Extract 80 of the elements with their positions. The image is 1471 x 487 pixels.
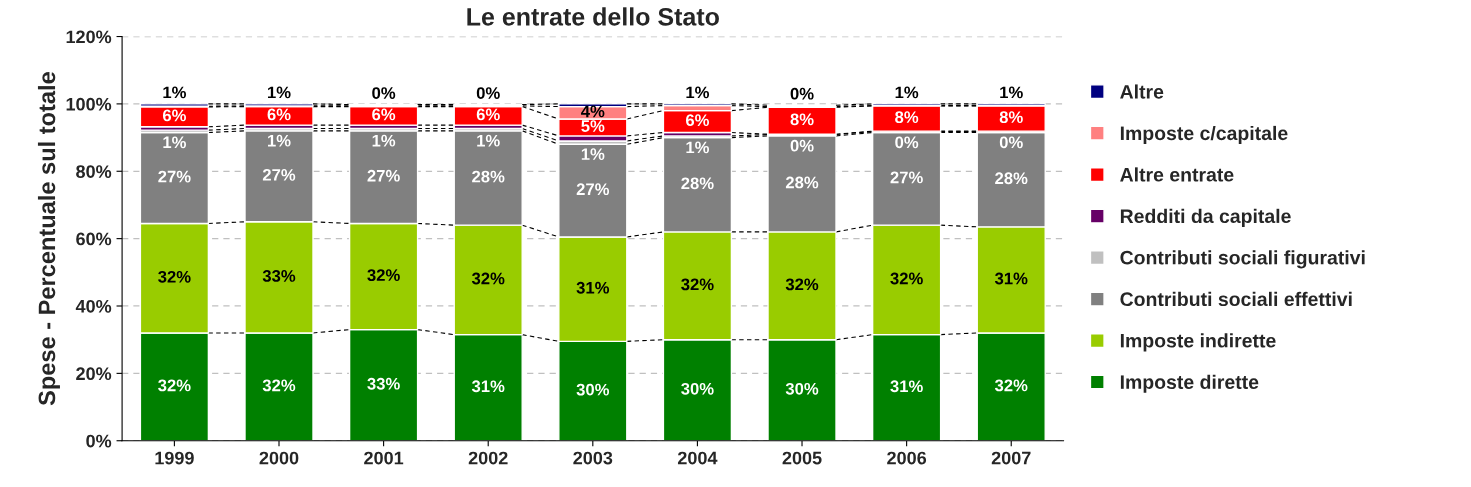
legend-label: Redditi da capitale [1120,208,1291,227]
data-label: 1% [686,86,710,99]
y-tick-label: 120% [66,30,112,44]
data-label: 4% [581,105,605,118]
legend-label: Contributi sociali effettivi [1120,291,1352,307]
data-label: 27% [262,168,296,181]
y-tick-label: 80% [76,165,112,178]
y-tick-label: 0% [86,434,112,448]
legend-label: Altre entrate [1120,167,1234,182]
data-label: 31% [471,380,505,393]
data-label: 28% [785,176,819,189]
data-label: 27% [158,170,191,183]
data-label: 32% [785,278,819,291]
x-tick-label: 2007 [991,451,1031,465]
data-label: 32% [471,272,505,285]
legend-label: Imposte dirette [1120,374,1259,393]
data-label: 1% [372,134,396,147]
x-tick-label: 2001 [364,451,404,465]
data-label: 1% [268,86,291,99]
legend-label: Contributi sociali figurativi [1120,250,1365,269]
data-label: 32% [262,379,296,392]
data-label: 27% [576,183,610,196]
y-tick-label: 100% [66,97,112,111]
data-label: 32% [158,379,191,392]
data-label: 32% [367,269,400,282]
data-label: 28% [472,170,505,183]
data-label: 0% [372,87,396,99]
data-label: 33% [262,270,296,282]
data-label: 27% [890,171,923,184]
data-label: 0% [790,87,814,100]
data-label: 6% [372,108,396,121]
data-label: 6% [685,114,710,127]
data-label: 5% [581,120,605,132]
y-axis-title: Spese - Percentuale sul totale [37,72,60,406]
y-tick-label: 60% [76,232,112,246]
data-label: 8% [895,111,919,124]
x-tick-label: 2005 [782,451,822,465]
data-label: 27% [367,169,400,182]
legend-label: Imposte c/capitale [1120,125,1288,144]
data-label: 32% [681,278,714,291]
data-label: 1% [686,141,710,154]
data-label: 31% [576,281,610,294]
data-label: 32% [890,272,923,285]
chart-title: Le entrate dello Stato [467,7,719,26]
data-label: 31% [890,380,923,393]
x-tick-label: 1999 [155,451,194,465]
data-label: 30% [785,382,819,395]
legend-label: Imposte indirette [1120,333,1276,352]
data-label: 0% [895,136,919,149]
x-tick-label: 2002 [468,451,508,465]
data-label: 32% [158,270,191,283]
data-label: 0% [999,136,1023,149]
data-label: 30% [681,382,714,395]
data-label: 30% [576,383,610,396]
data-label: 1% [581,148,605,160]
data-label: 1% [477,134,500,147]
data-label: 28% [681,177,714,190]
data-label: 8% [790,113,814,126]
data-label: 6% [162,109,186,122]
data-label: 1% [1000,86,1023,99]
data-label: 6% [267,108,291,121]
data-label: 31% [994,272,1028,285]
data-label: 32% [994,379,1028,392]
data-label: 0% [790,139,814,152]
data-label: 1% [163,86,186,99]
x-tick-label: 2006 [887,451,927,465]
data-label: 1% [895,86,919,99]
x-tick-label: 2004 [677,451,718,465]
x-tick-label: 2000 [259,451,299,465]
data-label: 6% [476,108,500,121]
y-tick-label: 40% [75,299,112,313]
data-label: 33% [367,377,400,390]
data-label: 1% [163,136,186,149]
data-label: 8% [999,111,1023,124]
data-label: 0% [476,87,500,99]
data-label: 28% [995,172,1028,185]
y-tick-label: 20% [76,367,112,381]
legend-label: Altre [1120,84,1164,99]
x-tick-label: 2003 [573,451,613,465]
data-label: 1% [268,134,291,147]
